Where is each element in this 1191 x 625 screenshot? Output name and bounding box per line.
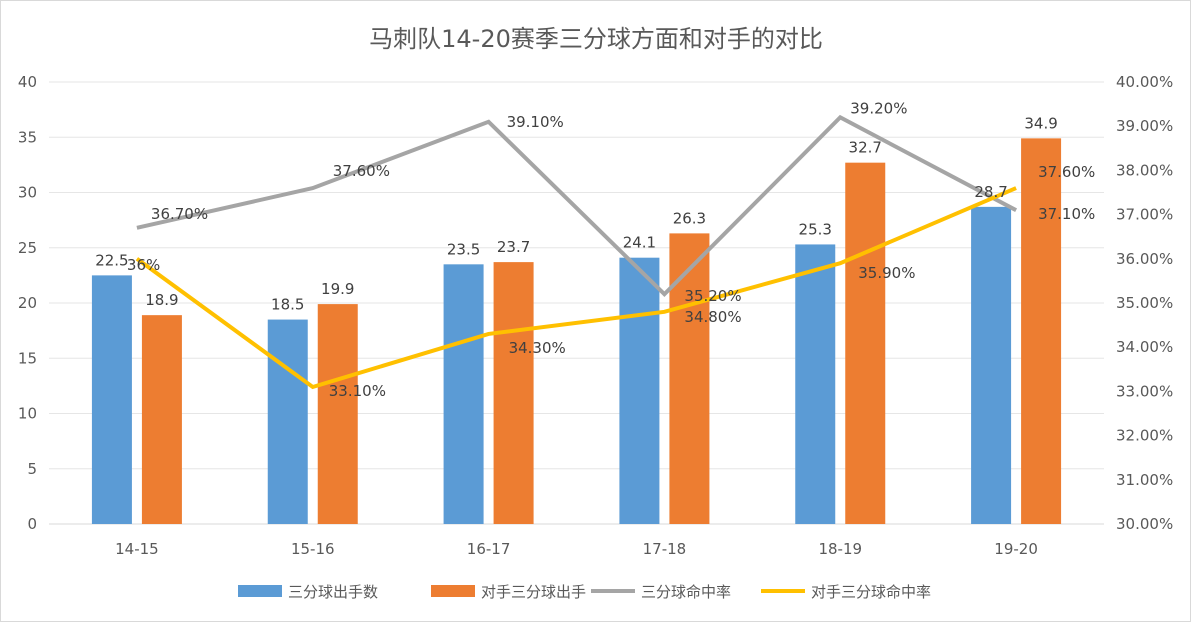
bar-data-label: 32.7 xyxy=(849,139,882,157)
x-axis-ticks: 14-15 15-16 16-17 17-18 18-19 19-20 xyxy=(115,540,1038,558)
chart-title: 马刺队14-20赛季三分球方面和对手的对比 xyxy=(369,25,823,53)
line-series xyxy=(135,114,1018,390)
left-axis-tick-label: 0 xyxy=(27,515,37,533)
right-axis-ticks: 30.00% 31.00% 32.00% 33.00% 34.00% 35.00% 36.0… xyxy=(1116,73,1173,533)
line-data-label: 36% xyxy=(127,256,160,274)
right-axis-tick-label: 33.00% xyxy=(1116,382,1173,400)
bar-data-label: 23.7 xyxy=(497,238,530,256)
data-labels: 22.5 18.5 23.5 24.1 25.3 28.7 18.9 19.9 23.7 26.3… xyxy=(95,99,1095,400)
left-axis-tick-label: 30 xyxy=(18,184,37,202)
bar-data-label: 34.9 xyxy=(1024,114,1057,132)
left-axis-tick-label: 10 xyxy=(18,405,37,423)
bar xyxy=(91,275,132,524)
legend-swatch xyxy=(238,585,282,597)
bar-data-label: 18.5 xyxy=(271,296,304,314)
bar-series xyxy=(91,138,1062,525)
left-axis-ticks: 0 5 10 15 20 25 30 35 40 xyxy=(18,73,37,533)
bar xyxy=(493,262,534,524)
legend: 三分球出手数 对手三分球出手 三分球命中率 对手三分球命中率 xyxy=(238,583,931,601)
right-axis-tick-label: 36.00% xyxy=(1116,250,1173,268)
bar-data-label: 26.3 xyxy=(673,209,706,227)
x-axis-tick-label: 18-19 xyxy=(818,540,862,558)
x-axis-tick-label: 16-17 xyxy=(467,540,511,558)
x-axis-tick-label: 15-16 xyxy=(291,540,335,558)
legend-swatch xyxy=(431,585,475,597)
bar xyxy=(845,162,886,525)
left-axis-tick-label: 25 xyxy=(18,239,37,257)
bar xyxy=(619,257,660,524)
right-axis-tick-label: 40.00% xyxy=(1116,73,1173,91)
gridlines xyxy=(49,81,1104,525)
bar xyxy=(971,206,1012,525)
right-axis-tick-label: 34.00% xyxy=(1116,338,1173,356)
right-axis-tick-label: 37.00% xyxy=(1116,206,1173,224)
x-axis-tick-label: 17-18 xyxy=(643,540,687,558)
bar-data-label: 28.7 xyxy=(974,183,1007,201)
line-data-label: 34.80% xyxy=(684,308,741,326)
line-data-label: 37.10% xyxy=(1038,205,1095,223)
legend-label: 三分球命中率 xyxy=(641,583,731,601)
left-axis-tick-label: 5 xyxy=(27,460,37,478)
bar-data-label: 25.3 xyxy=(799,220,832,238)
bar-data-label: 18.9 xyxy=(145,291,178,309)
line-data-label: 37.60% xyxy=(333,162,390,180)
bar xyxy=(267,319,308,524)
bar xyxy=(141,315,182,524)
legend-label: 对手三分球命中率 xyxy=(811,583,931,601)
line-data-label: 36.70% xyxy=(151,205,208,223)
line-data-label: 35.20% xyxy=(684,287,741,305)
line-data-label: 34.30% xyxy=(509,339,566,357)
bar xyxy=(669,233,710,524)
right-axis-tick-label: 30.00% xyxy=(1116,515,1173,533)
left-axis-tick-label: 35 xyxy=(18,128,37,146)
bar xyxy=(795,244,836,524)
line-data-label: 39.20% xyxy=(850,99,907,117)
right-axis-tick-label: 31.00% xyxy=(1116,471,1173,489)
bar-data-label: 19.9 xyxy=(321,280,354,298)
line-data-label: 35.90% xyxy=(858,264,915,282)
right-axis-tick-label: 38.00% xyxy=(1116,161,1173,179)
bar-data-label: 22.5 xyxy=(95,251,128,269)
line-data-label: 37.60% xyxy=(1038,163,1095,181)
legend-label: 对手三分球出手 xyxy=(481,583,586,601)
right-axis-tick-label: 39.00% xyxy=(1116,117,1173,135)
x-axis-tick-label: 19-20 xyxy=(994,540,1038,558)
bar xyxy=(443,264,484,524)
series-line xyxy=(135,186,1017,390)
series-line xyxy=(136,114,1018,297)
right-axis-tick-label: 32.00% xyxy=(1116,427,1173,445)
line-data-label: 39.10% xyxy=(507,113,564,131)
right-axis-tick-label: 35.00% xyxy=(1116,294,1173,312)
bar xyxy=(1021,138,1062,525)
x-axis-tick-label: 14-15 xyxy=(115,540,159,558)
left-axis-tick-label: 40 xyxy=(18,73,37,91)
bar-data-label: 23.5 xyxy=(447,240,480,258)
line-data-label: 33.10% xyxy=(329,382,386,400)
left-axis-tick-label: 20 xyxy=(18,294,37,312)
bar-data-label: 24.1 xyxy=(623,234,656,252)
bar xyxy=(317,304,358,524)
left-axis-tick-label: 15 xyxy=(18,349,37,367)
legend-label: 三分球出手数 xyxy=(288,583,378,601)
